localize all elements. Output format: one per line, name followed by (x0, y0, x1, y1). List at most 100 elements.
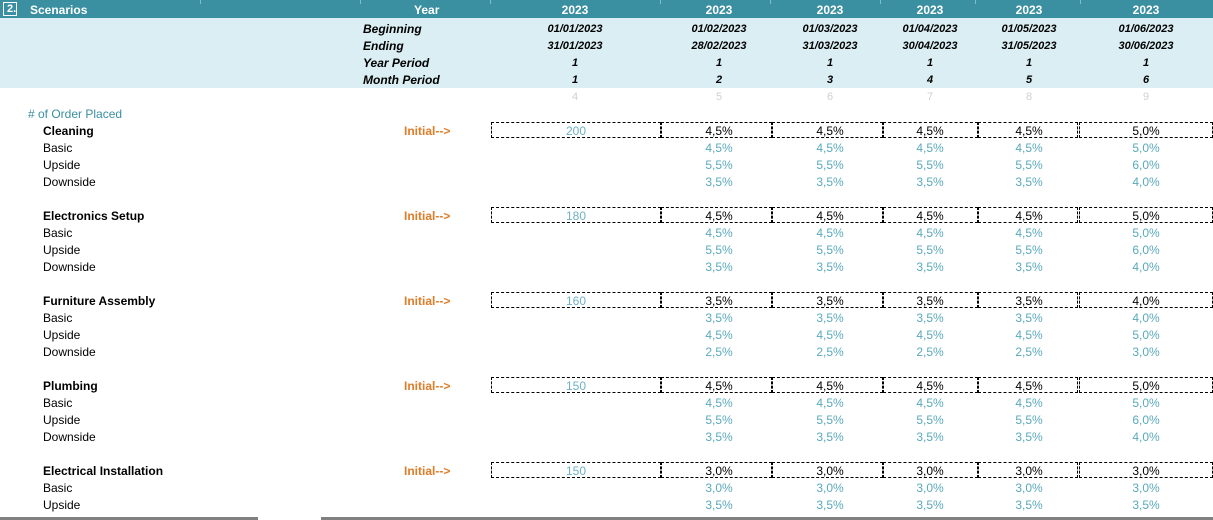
sheet-scrollbar-left[interactable] (0, 517, 258, 520)
downside-growth-value: 3,5% (816, 175, 844, 189)
current-growth-input[interactable] (661, 377, 772, 393)
upside-growth-value: 5,5% (705, 158, 733, 172)
column-divider (1080, 0, 1081, 4)
upside-growth-value: 3,5% (705, 498, 733, 512)
basic-growth-value: 4,5% (816, 396, 844, 410)
section-number: 2. (7, 3, 17, 15)
initial-value-input[interactable] (491, 207, 661, 223)
basic-growth-value: 4,5% (816, 226, 844, 240)
current-growth-input[interactable] (661, 462, 772, 478)
current-growth-input[interactable] (978, 377, 1078, 393)
initial-value-input[interactable] (491, 377, 661, 393)
current-growth-input[interactable] (772, 462, 883, 478)
scenario-label-upside: Upside (43, 158, 81, 172)
scenario-label-basic: Basic (43, 481, 73, 495)
year-cell: 2023 (916, 3, 944, 17)
month-period-value: 6 (1142, 74, 1150, 86)
current-growth-value: 5,0% (1132, 209, 1160, 223)
downside-growth-value: 3,5% (916, 175, 944, 189)
upside-growth-value: 3,5% (816, 498, 844, 512)
basic-growth-value: 4,0% (1132, 311, 1160, 325)
current-growth-value: 4,5% (816, 124, 844, 138)
current-growth-input[interactable] (772, 292, 883, 308)
column-index: 5 (715, 91, 723, 103)
upside-growth-value: 6,0% (1132, 413, 1160, 427)
current-growth-value: 3,0% (1015, 464, 1043, 478)
downside-growth-value: 3,5% (916, 430, 944, 444)
scenario-label-basic: Basic (43, 141, 73, 155)
upside-growth-value: 5,5% (916, 158, 944, 172)
current-growth-input[interactable] (883, 462, 978, 478)
year-cell: 2023 (705, 3, 733, 17)
current-growth-input[interactable] (978, 207, 1078, 223)
year-period-value: 1 (1025, 57, 1033, 69)
current-growth-input[interactable] (661, 207, 772, 223)
upside-growth-value: 5,5% (816, 413, 844, 427)
scenario-label-downside: Downside (43, 345, 96, 359)
sheet-scrollbar-right[interactable] (321, 517, 1213, 520)
current-growth-value: 3,5% (1015, 294, 1043, 308)
beginning-date: 01/06/2023 (1118, 23, 1174, 35)
downside-growth-value: 2,5% (916, 345, 944, 359)
current-growth-value: 5,0% (1132, 379, 1160, 393)
month-period-value: 4 (926, 74, 934, 86)
service-name: Cleaning (43, 124, 94, 138)
upside-growth-value: 6,0% (1132, 158, 1160, 172)
basic-growth-value: 3,0% (916, 481, 944, 495)
ending-date: 30/06/2023 (1118, 40, 1174, 52)
current-growth-value: 4,5% (1015, 379, 1043, 393)
upside-growth-value: 5,5% (1015, 243, 1043, 257)
downside-growth-value: 3,5% (1015, 175, 1043, 189)
month-period-label: Month Period (363, 73, 440, 87)
upside-growth-value: 3,5% (1132, 498, 1160, 512)
upside-growth-value: 5,5% (1015, 158, 1043, 172)
current-growth-input[interactable] (772, 207, 883, 223)
column-divider (490, 0, 491, 4)
month-period-value: 2 (715, 74, 723, 86)
service-name: Furniture Assembly (43, 294, 156, 308)
period-header-band (0, 18, 1213, 88)
initial-orders-value: 180 (565, 209, 587, 223)
basic-growth-value: 4,5% (705, 396, 733, 410)
current-growth-value: 5,0% (1132, 124, 1160, 138)
initial-value-input[interactable] (491, 122, 661, 138)
year-cell: 2023 (1015, 3, 1043, 17)
year-period-label: Year Period (363, 56, 430, 70)
basic-growth-value: 3,5% (705, 311, 733, 325)
beginning-date: 01/05/2023 (1001, 23, 1057, 35)
column-divider (200, 0, 201, 4)
upside-growth-value: 5,5% (916, 243, 944, 257)
upside-growth-value: 5,5% (705, 413, 733, 427)
basic-growth-value: 4,5% (916, 141, 944, 155)
current-growth-input[interactable] (883, 292, 978, 308)
basic-growth-value: 4,5% (705, 141, 733, 155)
year-label: Year (414, 3, 440, 17)
scenario-label-upside: Upside (43, 243, 81, 257)
initial-orders-value: 150 (565, 464, 587, 478)
current-growth-input[interactable] (883, 207, 978, 223)
basic-growth-value: 5,0% (1132, 226, 1160, 240)
current-growth-value: 3,0% (916, 464, 944, 478)
column-divider (660, 0, 661, 4)
current-growth-input[interactable] (883, 377, 978, 393)
beginning-date: 01/04/2023 (902, 23, 958, 35)
basic-growth-value: 4,5% (1015, 396, 1043, 410)
current-growth-input[interactable] (772, 377, 883, 393)
initial-value-input[interactable] (491, 462, 661, 478)
current-growth-input[interactable] (661, 292, 772, 308)
current-growth-input[interactable] (661, 122, 772, 138)
service-name: Electronics Setup (43, 209, 145, 223)
current-growth-input[interactable] (978, 462, 1078, 478)
basic-growth-value: 3,0% (705, 481, 733, 495)
current-growth-input[interactable] (883, 122, 978, 138)
current-growth-value: 3,0% (816, 464, 844, 478)
current-growth-input[interactable] (978, 292, 1078, 308)
current-growth-input[interactable] (772, 122, 883, 138)
upside-growth-value: 3,5% (916, 498, 944, 512)
initial-value-input[interactable] (491, 292, 661, 308)
year-period-value: 1 (571, 57, 579, 69)
downside-growth-value: 3,5% (705, 260, 733, 274)
current-growth-input[interactable] (978, 122, 1078, 138)
initial-arrow-label: Initial--> (404, 124, 451, 138)
scenario-label-upside: Upside (43, 413, 81, 427)
